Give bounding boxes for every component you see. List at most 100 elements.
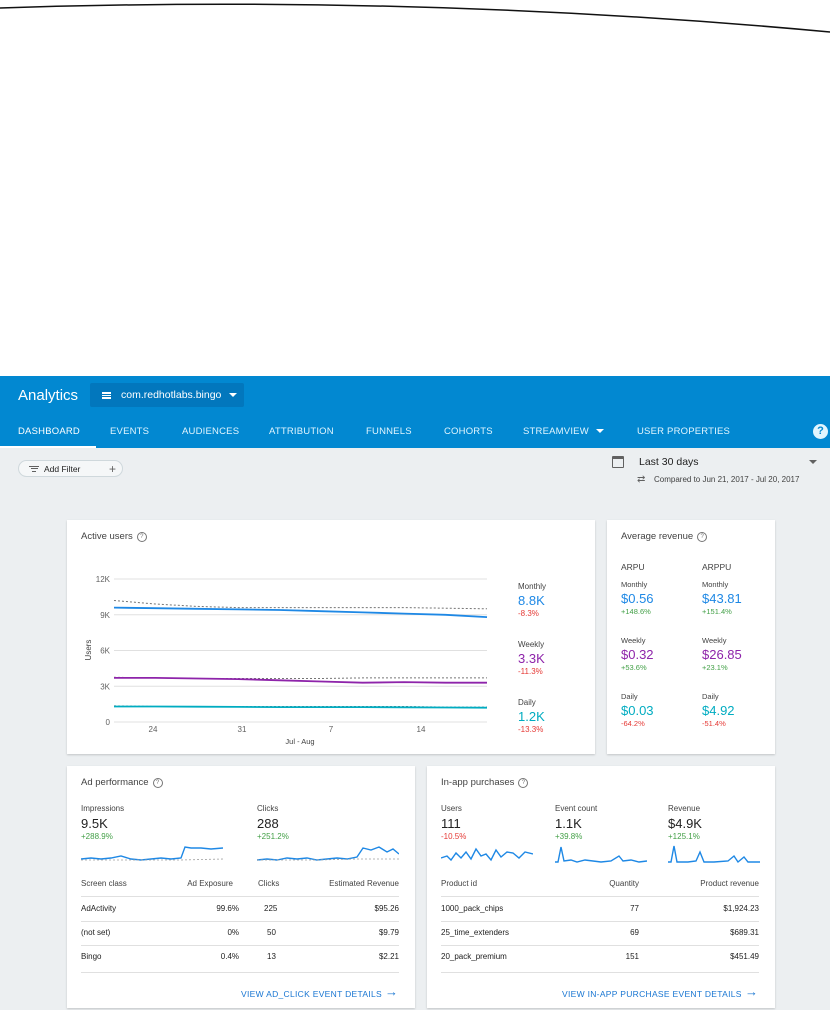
x-tick-label: 14 xyxy=(417,725,426,734)
kpi-label: Revenue xyxy=(668,804,701,813)
date-range-picker[interactable]: Last 30 days ⇄ Compared to Jun 21, 2017 … xyxy=(612,456,822,490)
chevron-down-icon xyxy=(229,393,238,397)
table-cell: 50 xyxy=(267,928,276,937)
kpi-change: +288.9% xyxy=(81,832,113,841)
x-tick-label: 24 xyxy=(149,725,158,734)
arpu-daily: Daily $0.03 -64.2% xyxy=(621,692,654,728)
table-row: AdActivity 99.6% 225 $95.26 xyxy=(81,899,399,919)
help-circle-icon[interactable]: ? xyxy=(518,778,529,788)
page-edge-curve xyxy=(0,3,830,33)
date-range-label: Last 30 days xyxy=(639,456,699,468)
view-in-app-purchase-details-link[interactable]: VIEW IN-APP PURCHASE EVENT DETAILS xyxy=(562,989,742,999)
impressions-sparkline xyxy=(81,846,223,861)
kpi-revenue: Revenue $4.9K +125.1% xyxy=(668,804,702,841)
help-icon[interactable]: ? xyxy=(813,424,828,439)
table-cell: $689.31 xyxy=(730,928,759,937)
legend-label: Weekly xyxy=(518,640,545,649)
tab-user-properties[interactable]: USER PROPERTIES xyxy=(637,426,731,437)
project-selector[interactable]: com.redhotlabs.bingo xyxy=(90,383,244,407)
add-filter-button[interactable]: Add Filter + xyxy=(18,460,123,477)
tab-dashboard[interactable]: DASHBOARD xyxy=(18,426,80,437)
kpi-event-count: Event count 1.1K +39.8% xyxy=(555,804,597,841)
active-users-card: Active users? 12K 9K 6K 3K 0 24 31 7 14 Jul - Aug… xyxy=(67,520,595,754)
event-count-sparkline xyxy=(555,846,647,863)
table-cell: Bingo xyxy=(81,952,102,961)
metric-label: Daily xyxy=(621,692,638,701)
table-cell: $9.79 xyxy=(378,928,399,937)
active-users-title: Active users? xyxy=(81,531,147,542)
project-name: com.redhotlabs.bingo xyxy=(121,389,222,401)
ad-performance-table: Screen class Ad Exposure Clicks Estimate… xyxy=(81,874,399,964)
divider xyxy=(81,972,399,973)
in-app-purchases-title: In-app purchases? xyxy=(441,777,529,788)
active-users-chart: 12K 9K 6K 3K 0 24 31 7 14 Jul - Aug Users xyxy=(84,575,488,746)
kpi-change: -10.5% xyxy=(441,832,467,841)
column-header: Product revenue xyxy=(700,879,759,888)
kpi-value: 9.5K xyxy=(81,816,108,831)
x-tick-label: 7 xyxy=(329,725,334,734)
metric-change: +148.6% xyxy=(621,607,651,616)
table-cell: $1,924.23 xyxy=(723,904,759,913)
legend-value: 3.3K xyxy=(518,651,545,666)
metric-value: $0.56 xyxy=(621,591,654,606)
kpi-value: 111 xyxy=(441,816,461,831)
users-sparkline xyxy=(441,847,533,862)
tab-streamview[interactable]: STREAMVIEW xyxy=(523,426,604,437)
in-app-purchases-card: In-app purchases? Users 111 -10.5% Event… xyxy=(427,766,775,1008)
y-tick-label: 6K xyxy=(100,647,110,656)
legend-label: Daily xyxy=(518,698,536,707)
in-app-purchases-title-text: In-app purchases xyxy=(441,777,515,788)
revenue-sparkline xyxy=(668,845,760,864)
metric-change: -51.4% xyxy=(702,719,726,728)
average-revenue-title: Average revenue? xyxy=(621,531,708,542)
average-revenue-card: Average revenue? ARPU Monthly $0.56 +148… xyxy=(607,520,775,754)
help-circle-icon[interactable]: ? xyxy=(136,532,147,542)
metric-value: $26.85 xyxy=(702,647,742,662)
divider xyxy=(441,945,759,946)
metric-change: +151.4% xyxy=(702,607,732,616)
legend-value: 1.2K xyxy=(518,709,545,724)
divider xyxy=(441,921,759,922)
tab-cohorts[interactable]: COHORTS xyxy=(444,426,493,437)
chevron-down-icon xyxy=(809,460,817,464)
metric-value: $43.81 xyxy=(702,591,742,606)
y-tick-label: 0 xyxy=(106,718,111,727)
arrow-right-icon[interactable]: → xyxy=(385,984,398,999)
metric-label: Monthly xyxy=(702,580,729,589)
legend-monthly: Monthly 8.8K -8.3% xyxy=(518,582,546,618)
divider xyxy=(441,896,759,897)
help-circle-icon[interactable]: ? xyxy=(152,778,163,788)
plus-icon: + xyxy=(108,461,116,476)
active-tab-indicator xyxy=(0,446,96,448)
metric-change: -64.2% xyxy=(621,719,645,728)
tab-attribution[interactable]: ATTRIBUTION xyxy=(269,426,334,437)
table-cell: 13 xyxy=(267,952,276,961)
kpi-change: +39.8% xyxy=(555,832,583,841)
kpi-impressions: Impressions 9.5K +288.9% xyxy=(81,804,124,841)
help-circle-icon[interactable]: ? xyxy=(697,532,708,542)
clicks-sparkline xyxy=(257,846,399,861)
table-cell: $95.26 xyxy=(374,904,399,913)
y-tick-label: 9K xyxy=(100,611,110,620)
in-app-purchases-table: Product id Quantity Product revenue 1000… xyxy=(441,874,759,964)
table-row: 20_pack_premium 151 $451.49 xyxy=(441,947,759,967)
compare-arrows-icon: ⇄ xyxy=(637,474,646,485)
tab-funnels[interactable]: FUNNELS xyxy=(366,426,412,437)
analytics-app: Analytics com.redhotlabs.bingo DASHBOARD… xyxy=(0,376,830,1010)
divider xyxy=(441,972,759,973)
kpi-change: +251.2% xyxy=(257,832,289,841)
table-row: 25_time_extenders 69 $689.31 xyxy=(441,923,759,943)
tab-audiences[interactable]: AUDIENCES xyxy=(182,426,240,437)
arppu-weekly: Weekly $26.85 +23.1% xyxy=(702,636,742,672)
table-cell: $2.21 xyxy=(378,952,399,961)
x-axis-label: Jul - Aug xyxy=(285,737,314,746)
column-header: Screen class xyxy=(81,879,127,888)
arrow-right-icon[interactable]: → xyxy=(745,984,758,999)
legend-change: -13.3% xyxy=(518,725,544,734)
series-line-daily xyxy=(114,705,488,709)
tab-events[interactable]: EVENTS xyxy=(110,426,150,437)
y-tick-label: 3K xyxy=(100,682,110,691)
view-ad-click-details-link[interactable]: VIEW AD_CLICK EVENT DETAILS xyxy=(241,989,382,999)
kpi-value: $4.9K xyxy=(668,816,702,831)
kpi-label: Clicks xyxy=(257,804,279,813)
